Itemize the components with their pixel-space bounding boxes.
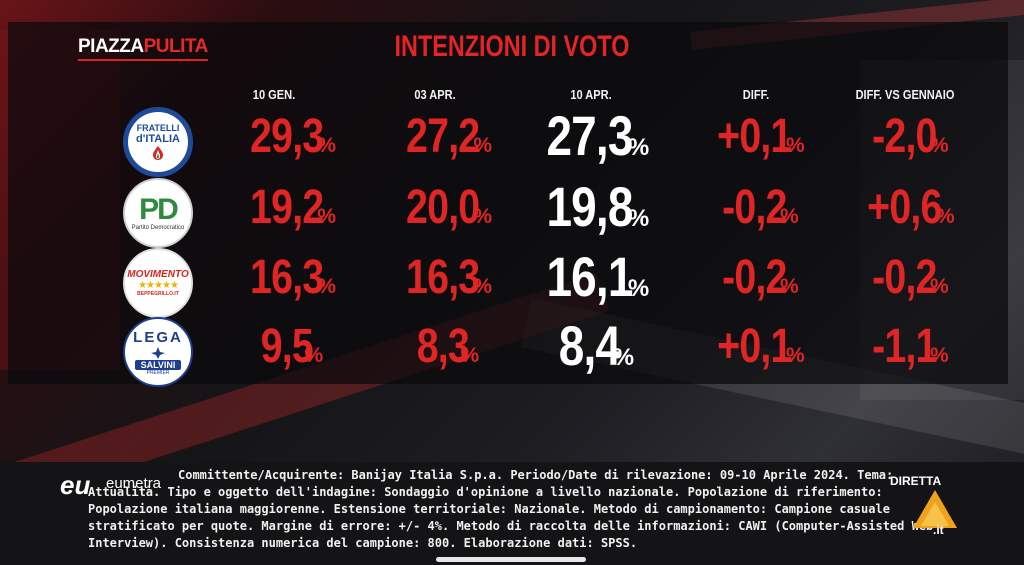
- brand-part2: PULITA: [143, 36, 209, 57]
- column-header-10-gen: 10 GEN.: [252, 87, 296, 102]
- diff-vs-gennaio-cell: -1,1%: [872, 320, 949, 373]
- party-row-movimento: MOVIMENTO ★★★★★ BEPPEGRILLO.IT 16,3% 16,…: [0, 245, 1024, 318]
- program-logo: PIAZZAPULITA: [78, 36, 208, 61]
- value-cell: 9,5%: [260, 320, 324, 373]
- fratelli-italia-logo: FRATELLI d'ITALIA: [123, 107, 193, 177]
- party-row-pd: PD Partito Democratico 19,2% 20,0% 19,8%…: [0, 175, 1024, 248]
- value-cell: 8,3%: [416, 320, 480, 373]
- column-header-03-apr: 03 APR.: [414, 87, 456, 102]
- diff-cell: +0,1%: [717, 320, 805, 373]
- la7-logo-icon: .it: [913, 490, 957, 536]
- diff-cell: -0,2%: [722, 181, 799, 234]
- value-cell: 19,2%: [249, 181, 337, 234]
- value-cell: 16,3%: [405, 251, 493, 304]
- value-cell: 20,0%: [405, 181, 493, 234]
- current-value-cell: 19,8%: [546, 175, 650, 238]
- party-row-fratelli-italia: FRATELLI d'ITALIA 29,3% 27,2% 27,3% +0,1…: [0, 104, 1024, 177]
- lega-logo: LEGA SALVINI PREMIER: [123, 317, 193, 387]
- column-header-10-apr: 10 APR.: [570, 87, 612, 102]
- diff-cell: +0,1%: [717, 110, 805, 163]
- movimento-logo: MOVIMENTO ★★★★★ BEPPEGRILLO.IT: [123, 248, 193, 318]
- warrior-icon: [151, 346, 165, 359]
- page-title: INTENZIONI DI VOTO: [394, 30, 630, 63]
- current-value-cell: 16,1%: [546, 245, 650, 308]
- methodology-footer: [0, 462, 1024, 565]
- party-row-lega: LEGA SALVINI PREMIER 9,5% 8,3% 8,4% +0,1…: [0, 314, 1024, 387]
- methodology-note: Committente/Acquirente: Banijay Italia S…: [88, 468, 934, 550]
- current-value-cell: 27,3%: [546, 104, 650, 167]
- value-cell: 27,2%: [405, 110, 493, 163]
- channel-label: DIRETTA: [890, 474, 942, 488]
- column-header-diff-vs-gennaio: DIFF. VS GENNAIO: [855, 87, 955, 102]
- value-cell: 29,3%: [249, 110, 337, 163]
- channel-site: .it: [933, 523, 944, 536]
- diff-cell: -0,2%: [722, 251, 799, 304]
- diff-vs-gennaio-cell: +0,6%: [867, 181, 955, 234]
- eumetra-logo-mark: eu: [60, 470, 91, 500]
- value-cell: 16,3%: [249, 251, 337, 304]
- current-value-cell: 8,4%: [558, 314, 635, 377]
- home-indicator: [436, 557, 586, 562]
- pd-logo: PD Partito Democratico: [123, 178, 193, 248]
- flame-icon: [153, 146, 163, 160]
- brand-part1: PIAZZA: [78, 36, 144, 57]
- eumetra-logo-name: eumetra: [106, 475, 162, 492]
- diff-vs-gennaio-cell: -2,0%: [872, 110, 949, 163]
- diff-vs-gennaio-cell: -0,2%: [872, 251, 949, 304]
- column-header-diff: DIFF.: [742, 87, 770, 102]
